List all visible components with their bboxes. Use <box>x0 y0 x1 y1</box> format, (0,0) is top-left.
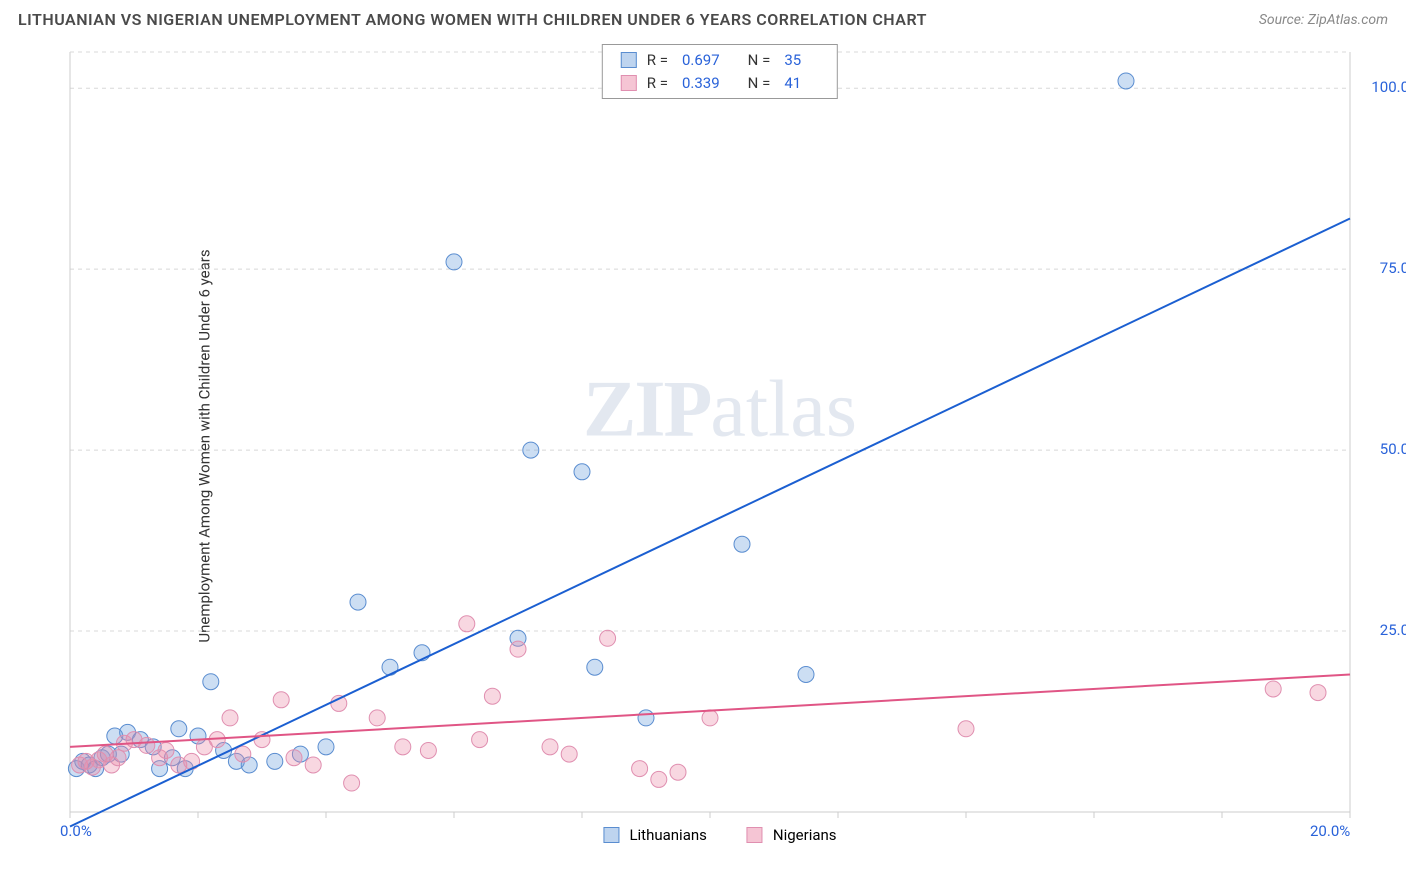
legend-item-lithuanians: Lithuanians <box>603 826 706 844</box>
scatter-chart <box>50 42 1390 842</box>
legend-swatch-nigerians <box>621 75 637 91</box>
legend-swatch-icon <box>603 827 619 843</box>
legend-correlation: R = 0.697 N = 35 R = 0.339 N = 41 <box>602 44 838 99</box>
y-axis-tick-label: 50.0% <box>1380 440 1406 458</box>
y-axis-tick-label: 25.0% <box>1380 621 1406 639</box>
x-axis-tick-label: 0.0% <box>60 822 92 840</box>
chart-area: ZIPatlas R = 0.697 N = 35 R = 0.339 N = … <box>50 42 1390 842</box>
legend-swatch-lithuanians <box>621 52 637 68</box>
legend-item-nigerians: Nigerians <box>747 826 837 844</box>
chart-title: LITHUANIAN VS NIGERIAN UNEMPLOYMENT AMON… <box>18 10 927 29</box>
legend-row-nigerians: R = 0.339 N = 41 <box>621 72 819 95</box>
y-axis-tick-label: 75.0% <box>1380 259 1406 277</box>
legend-series: Lithuanians Nigerians <box>603 826 836 844</box>
legend-swatch-icon <box>747 827 763 843</box>
y-axis-tick-label: 100.0% <box>1371 78 1406 96</box>
x-axis-tick-label: 20.0% <box>1310 822 1350 840</box>
source-label: Source: ZipAtlas.com <box>1259 12 1388 28</box>
legend-row-lithuanians: R = 0.697 N = 35 <box>621 49 819 72</box>
